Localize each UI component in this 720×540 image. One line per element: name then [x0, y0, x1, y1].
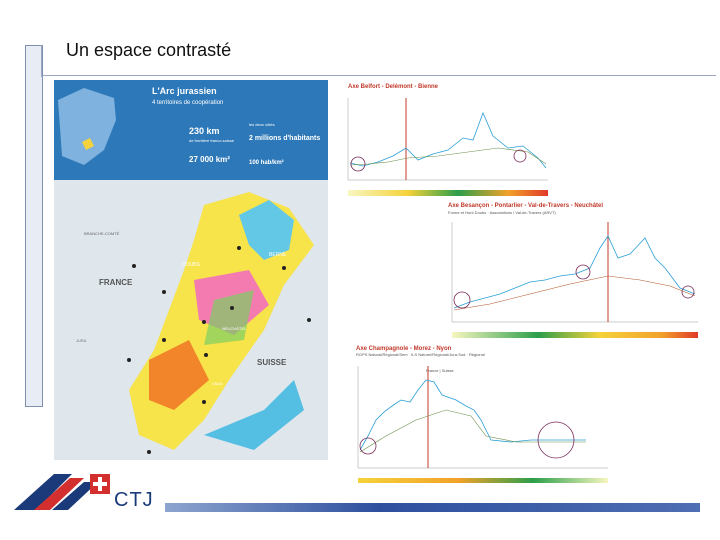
stat-km2: 27 000 km² — [189, 155, 230, 164]
ctj-logo — [14, 474, 110, 510]
chart2-subtitle: Forme et Hunt Doubs · Associations / Val… — [448, 210, 556, 215]
chart-besancon-neuchatel: Axe Besançon - Pontarlier - Val-de-Trave… — [440, 198, 702, 340]
chart3-title: Axe Champagnole - Morez - Nyon — [356, 346, 452, 352]
chart2-title: Axe Besançon - Pontarlier - Val-de-Trave… — [448, 203, 603, 209]
label-bfc: BRANCHE-COMTÉ — [84, 231, 120, 236]
bottom-decoration-bar — [165, 503, 700, 512]
frame-divider-horizontal — [41, 75, 716, 76]
label-france: FRANCE — [99, 278, 133, 287]
label-berne: BERNE — [269, 252, 287, 258]
label-neuchatel: NEUCHÂTEL — [222, 326, 247, 331]
label-vaud: VAUD — [212, 381, 223, 386]
stat-km: 230 km — [189, 126, 220, 136]
chart2-line — [453, 235, 696, 309]
chart3-subtitle: RGPS Natural/Régional/Sem · ILS Naturel/… — [356, 352, 485, 357]
map-subheading: 4 territoires de coopération — [152, 100, 223, 106]
left-frame-bar — [25, 45, 43, 407]
stat-density: 100 hab/km² — [249, 159, 284, 166]
arc-jurassien-map: L'Arc jurassien 4 territoires de coopéra… — [54, 80, 328, 460]
stat-pop-prefix: les deux côtés — [249, 122, 275, 127]
chart-champagnole-nyon: Axe Champagnole - Morez - Nyon RGPS Natu… — [346, 340, 616, 488]
label-suisse: SUISSE — [257, 358, 287, 367]
label-jura: JURA — [76, 338, 87, 343]
chart3-line — [359, 379, 586, 451]
chart1-title: Axe Belfort - Delémont - Bienne — [348, 84, 439, 90]
logo-text: CTJ — [114, 489, 154, 511]
chart3-border-label: France | Suisse — [426, 368, 454, 373]
chart1-line — [349, 111, 547, 169]
chart-belfort-bienne: Axe Belfort - Delémont - Bienne — [338, 78, 558, 204]
label-doubs: DOUBS — [182, 262, 200, 268]
stat-km-note: de frontière franco-suisse — [189, 138, 235, 143]
map-heading: L'Arc jurassien — [152, 86, 217, 96]
stat-pop: 2 millions d'habitants — [249, 135, 320, 142]
slide-title: Un espace contrasté — [66, 40, 232, 60]
frame-divider-vertical — [41, 45, 42, 77]
